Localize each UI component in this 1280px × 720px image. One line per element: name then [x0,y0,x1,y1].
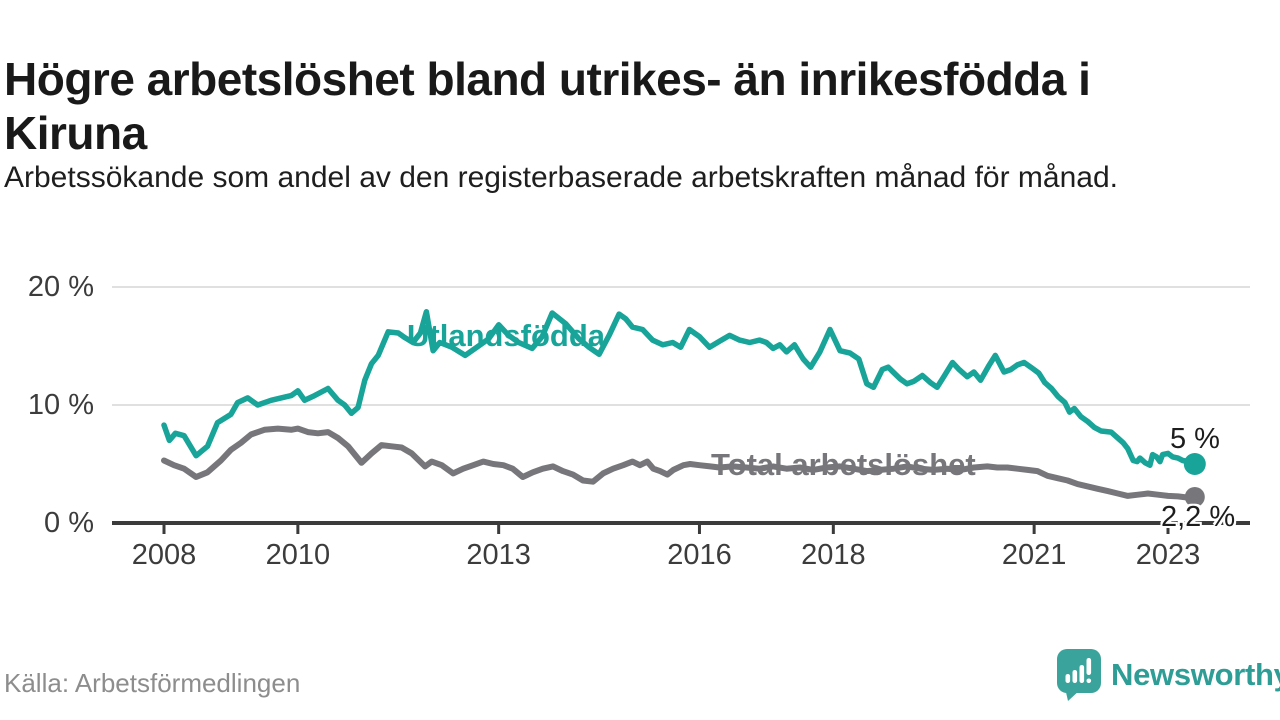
series-label-utlandsfodda: Utlandsfödda [407,318,606,353]
series-end-dot [1184,487,1205,507]
page-subtitle: Arbetssökande som andel av den registerb… [4,161,1118,194]
x-tick-label: 2010 [265,539,331,571]
newsworthy-logo: Newsworthy [1056,648,1280,702]
y-tick-label: 20 % [27,271,94,303]
end-value-label-total: 2,2 % [1161,501,1236,533]
x-tick-label: 2016 [667,539,732,571]
series-label-total-arbetsloshet: Total arbetslöshet [711,447,976,482]
series-line [161,425,1198,501]
speech-bubble-chart-icon [1057,649,1101,701]
x-tick-label: 2021 [1001,539,1067,571]
series-line [161,309,1198,468]
end-value-label-utlandsfodda: 5 % [1170,423,1220,455]
newsworthy-wordmark: Newsworthy [1111,657,1280,692]
y-tick-label: 0 % [44,507,94,539]
source-note: Källa: Arbetsförmedlingen [4,668,301,698]
x-tick-label: 2023 [1135,539,1201,571]
x-tick-label: 2013 [466,539,531,571]
page-title: Högre arbetslöshet bland utrikes- än inr… [4,52,1091,159]
x-tick-label: 2008 [131,539,197,571]
y-tick-label: 10 % [27,389,94,421]
series-end-dot [1183,453,1206,475]
x-tick-label: 2018 [801,539,866,571]
